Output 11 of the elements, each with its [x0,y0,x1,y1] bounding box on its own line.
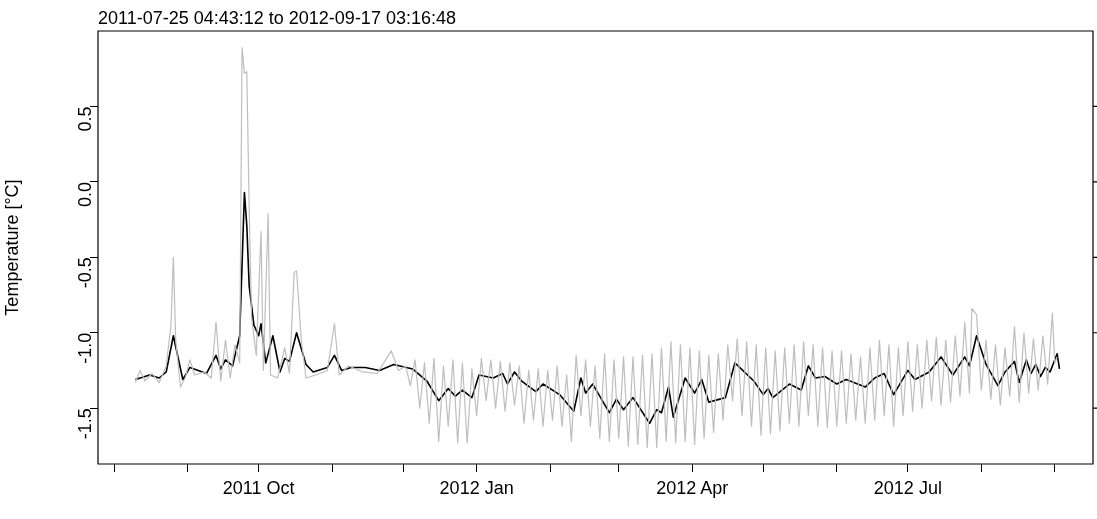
y-tick-label: -0.5 [74,257,95,289]
y-tick-label: 0.5 [74,106,95,132]
x-tick-label: 2012 Jan [439,477,514,498]
y-axis-title: Temperature [°C] [1,179,22,316]
y-tick-label: 0.0 [74,181,95,207]
y-tick-label: -1.5 [74,408,95,440]
x-tick-label: 2011 Oct [222,477,295,498]
x-tick-label: 2012 Apr [656,477,729,498]
chart-title: 2011-07-25 04:43:12 to 2012-09-17 03:16:48 [98,8,456,28]
y-tick-label: -1.0 [74,332,95,364]
x-tick-label: 2012 Jul [873,477,942,498]
